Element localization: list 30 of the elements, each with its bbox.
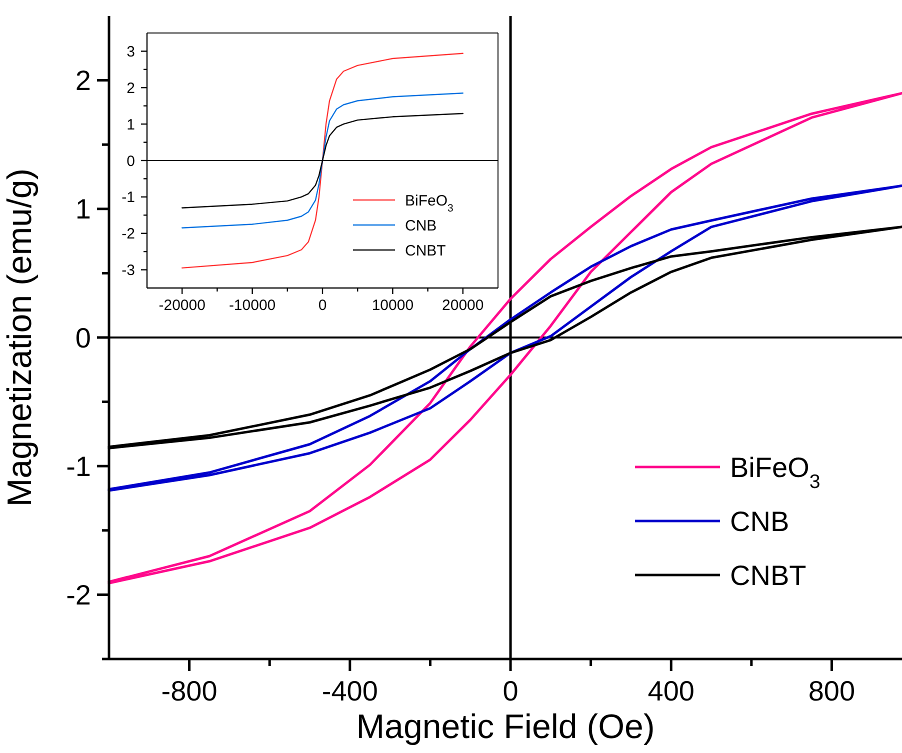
legend-label: BiFeO$_{3}$ (730, 452, 820, 493)
x-tick-label: -800 (161, 675, 218, 706)
x-tick-label: 10000 (372, 296, 414, 314)
legend-label: CNB (405, 217, 437, 234)
x-tick-label: -400 (322, 675, 378, 706)
x-tick-label: -20000 (158, 296, 206, 314)
legend-label: CNBT (405, 242, 446, 260)
x-tick-label: 0 (502, 675, 518, 706)
x-tick-label: 400 (648, 675, 694, 706)
x-axis-title: Magnetic Field (Oe) (356, 708, 655, 746)
y-tick-label: -3 (122, 262, 135, 280)
y-tick-label: -2 (66, 580, 91, 610)
y-tick-label: 1 (126, 116, 135, 134)
legend-label: CNBT (730, 560, 806, 591)
x-tick-label: -10000 (228, 296, 276, 314)
x-tick-label: 800 (808, 675, 856, 706)
y-axis-title: Magnetization (emu/g) (1, 168, 39, 507)
y-tick-label: -1 (122, 189, 135, 206)
x-tick-label: 0 (318, 296, 327, 314)
y-tick-label: -1 (66, 450, 91, 482)
legend-label: CNB (730, 506, 790, 537)
y-tick-label: 3 (126, 43, 135, 60)
y-tick-label: 1 (75, 194, 91, 225)
y-tick-label: 2 (126, 80, 135, 97)
y-tick-label: 0 (75, 322, 91, 354)
y-tick-label: 0 (126, 152, 135, 170)
legend-label: BiFeO$_{3}$ (405, 192, 454, 214)
y-tick-label: -2 (122, 226, 135, 243)
y-tick-label: 2 (75, 65, 91, 96)
x-tick-label: 20000 (442, 296, 484, 314)
